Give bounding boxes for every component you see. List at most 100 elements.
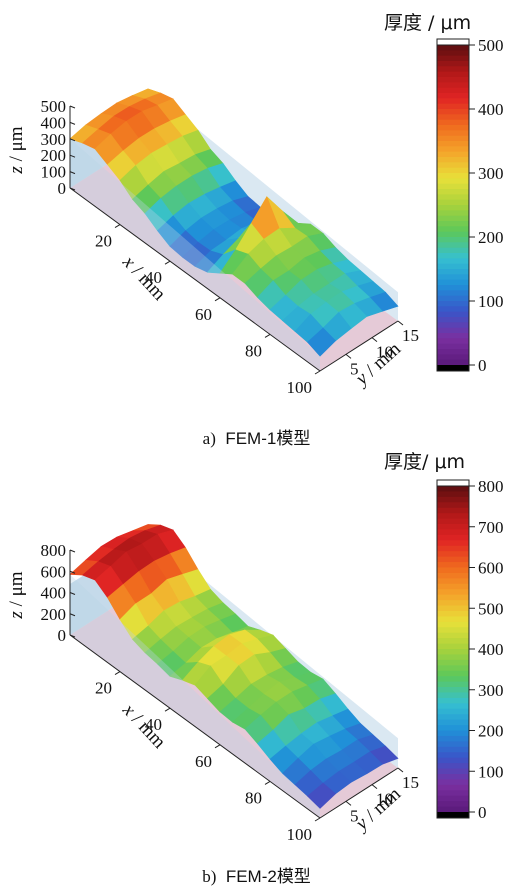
colorbar-title-a: 厚度 / μm	[384, 12, 472, 34]
colorbar-a: 0 100 200 300 400 500	[436, 36, 504, 375]
colorbar-band	[437, 295, 469, 302]
x-axis-label-a-unit: / mm	[124, 258, 170, 305]
x-axis-label-b: x / mm	[118, 699, 170, 753]
y-tick-label: 10	[376, 343, 393, 362]
colorbar-band	[437, 173, 469, 179]
colorbar-band	[437, 263, 469, 270]
colorbar-cap	[436, 38, 470, 46]
z-tick-mark	[69, 121, 76, 125]
colorbar-band	[437, 594, 469, 601]
caption-a-label: a)	[202, 429, 216, 448]
colorbar-band	[437, 135, 469, 142]
colorbar-band	[437, 109, 469, 115]
colorbar-band	[437, 189, 469, 195]
colorbar-band	[437, 534, 469, 541]
colorbar-band	[437, 692, 469, 699]
colorbar-band	[437, 681, 469, 688]
surface-cell	[307, 782, 337, 809]
z-tick-mark	[69, 154, 76, 158]
colorbar-band	[437, 221, 469, 227]
z-tick-mark	[69, 105, 76, 109]
colorbar-band	[437, 82, 469, 89]
x-tick-label: 100	[287, 378, 313, 397]
colorbar-floor	[437, 365, 469, 371]
surface-chart-b: 0 200 400 600 800 20 40 60 80 100 5 10 15 z / μm x / m…	[6, 477, 504, 844]
y-axis-line	[319, 320, 399, 372]
colorbar-band	[437, 529, 469, 536]
colorbar-band	[437, 210, 469, 217]
caption-b: b) FEM-2模型	[0, 862, 513, 887]
colorbar-band	[437, 77, 469, 83]
front-wall-b	[70, 574, 320, 818]
z-tick-label: 0	[58, 626, 67, 645]
colorbar-band	[437, 274, 469, 281]
z-tick-label: 600	[41, 562, 67, 581]
z-tick-mark	[69, 570, 76, 574]
colorbar-band	[437, 205, 469, 211]
z-tick-label: 0	[58, 179, 67, 198]
colorbar-band	[437, 322, 469, 329]
colorbar-band	[437, 621, 469, 628]
colorbar-tick-label: 300	[478, 164, 504, 183]
z-tick-mark	[69, 187, 76, 191]
colorbar-band	[437, 167, 469, 174]
colorbar-band	[437, 130, 469, 137]
colorbar-band	[437, 616, 469, 623]
colorbar-band	[437, 141, 469, 147]
colorbar-band	[437, 768, 469, 775]
z-tick-mark	[69, 171, 76, 175]
colorbar-tick-label: 200	[478, 228, 504, 247]
colorbar-band	[437, 66, 469, 73]
colorbar-band	[437, 752, 469, 759]
colorbar-band	[437, 659, 469, 666]
colorbar-band	[437, 714, 469, 721]
colorbar-band	[437, 545, 469, 552]
colorbar-band	[437, 806, 469, 813]
colorbar-band	[437, 757, 469, 764]
colorbar-band	[437, 301, 469, 307]
z-tick-label: 300	[41, 130, 67, 149]
caption-a: a) FEM-1模型	[0, 424, 513, 449]
x-axis-line	[69, 634, 321, 819]
y-tick-mark	[397, 767, 404, 773]
z-tick-label: 400	[41, 113, 67, 132]
colorbar-band	[437, 746, 469, 753]
colorbar-band	[437, 50, 469, 57]
z-tick-mark	[69, 592, 76, 595]
colorbar-band	[437, 343, 469, 350]
x-axis-label-a: x / mm	[118, 251, 170, 305]
z-tick-mark	[69, 549, 76, 553]
colorbar-tick-label: 100	[478, 762, 504, 781]
x-tick-mark	[264, 333, 271, 338]
y-tick-mark	[397, 320, 404, 326]
z-tick-label: 200	[41, 146, 67, 165]
colorbar-band	[437, 359, 469, 366]
surface-group-b: 0 200 400 600 800 20 40 60 80 100 5 10 15 z / μm x / m…	[6, 524, 419, 844]
colorbar-band	[437, 665, 469, 672]
colorbar-tick-label: 0	[478, 356, 487, 375]
x-axis-line	[69, 187, 321, 372]
y-axis-line	[319, 767, 399, 819]
y-tick-label: 15	[402, 773, 419, 792]
x-tick-mark	[164, 707, 171, 712]
colorbar-band	[437, 226, 469, 233]
colorbar-band	[437, 87, 469, 94]
colorbar-tick-label: 400	[478, 100, 504, 119]
colorbar-band	[437, 290, 469, 297]
colorbar-band	[437, 790, 469, 797]
colorbar-band	[437, 93, 469, 99]
z-axis-label-b: z / μm	[6, 571, 27, 619]
x-tick-label: 20	[95, 679, 112, 698]
colorbar-b: 0 100 200 300 400 500 600 700 800	[436, 477, 504, 822]
y-tick-label: 15	[402, 326, 419, 345]
z-tick-label: 400	[41, 584, 67, 603]
z-tick-mark	[69, 138, 76, 142]
z-tick-mark	[69, 613, 76, 617]
colorbar-band	[437, 589, 469, 596]
colorbar-band	[437, 71, 469, 78]
colorbar-band	[437, 735, 469, 742]
colorbar-band	[437, 306, 469, 313]
z-tick-label: 800	[41, 541, 67, 560]
